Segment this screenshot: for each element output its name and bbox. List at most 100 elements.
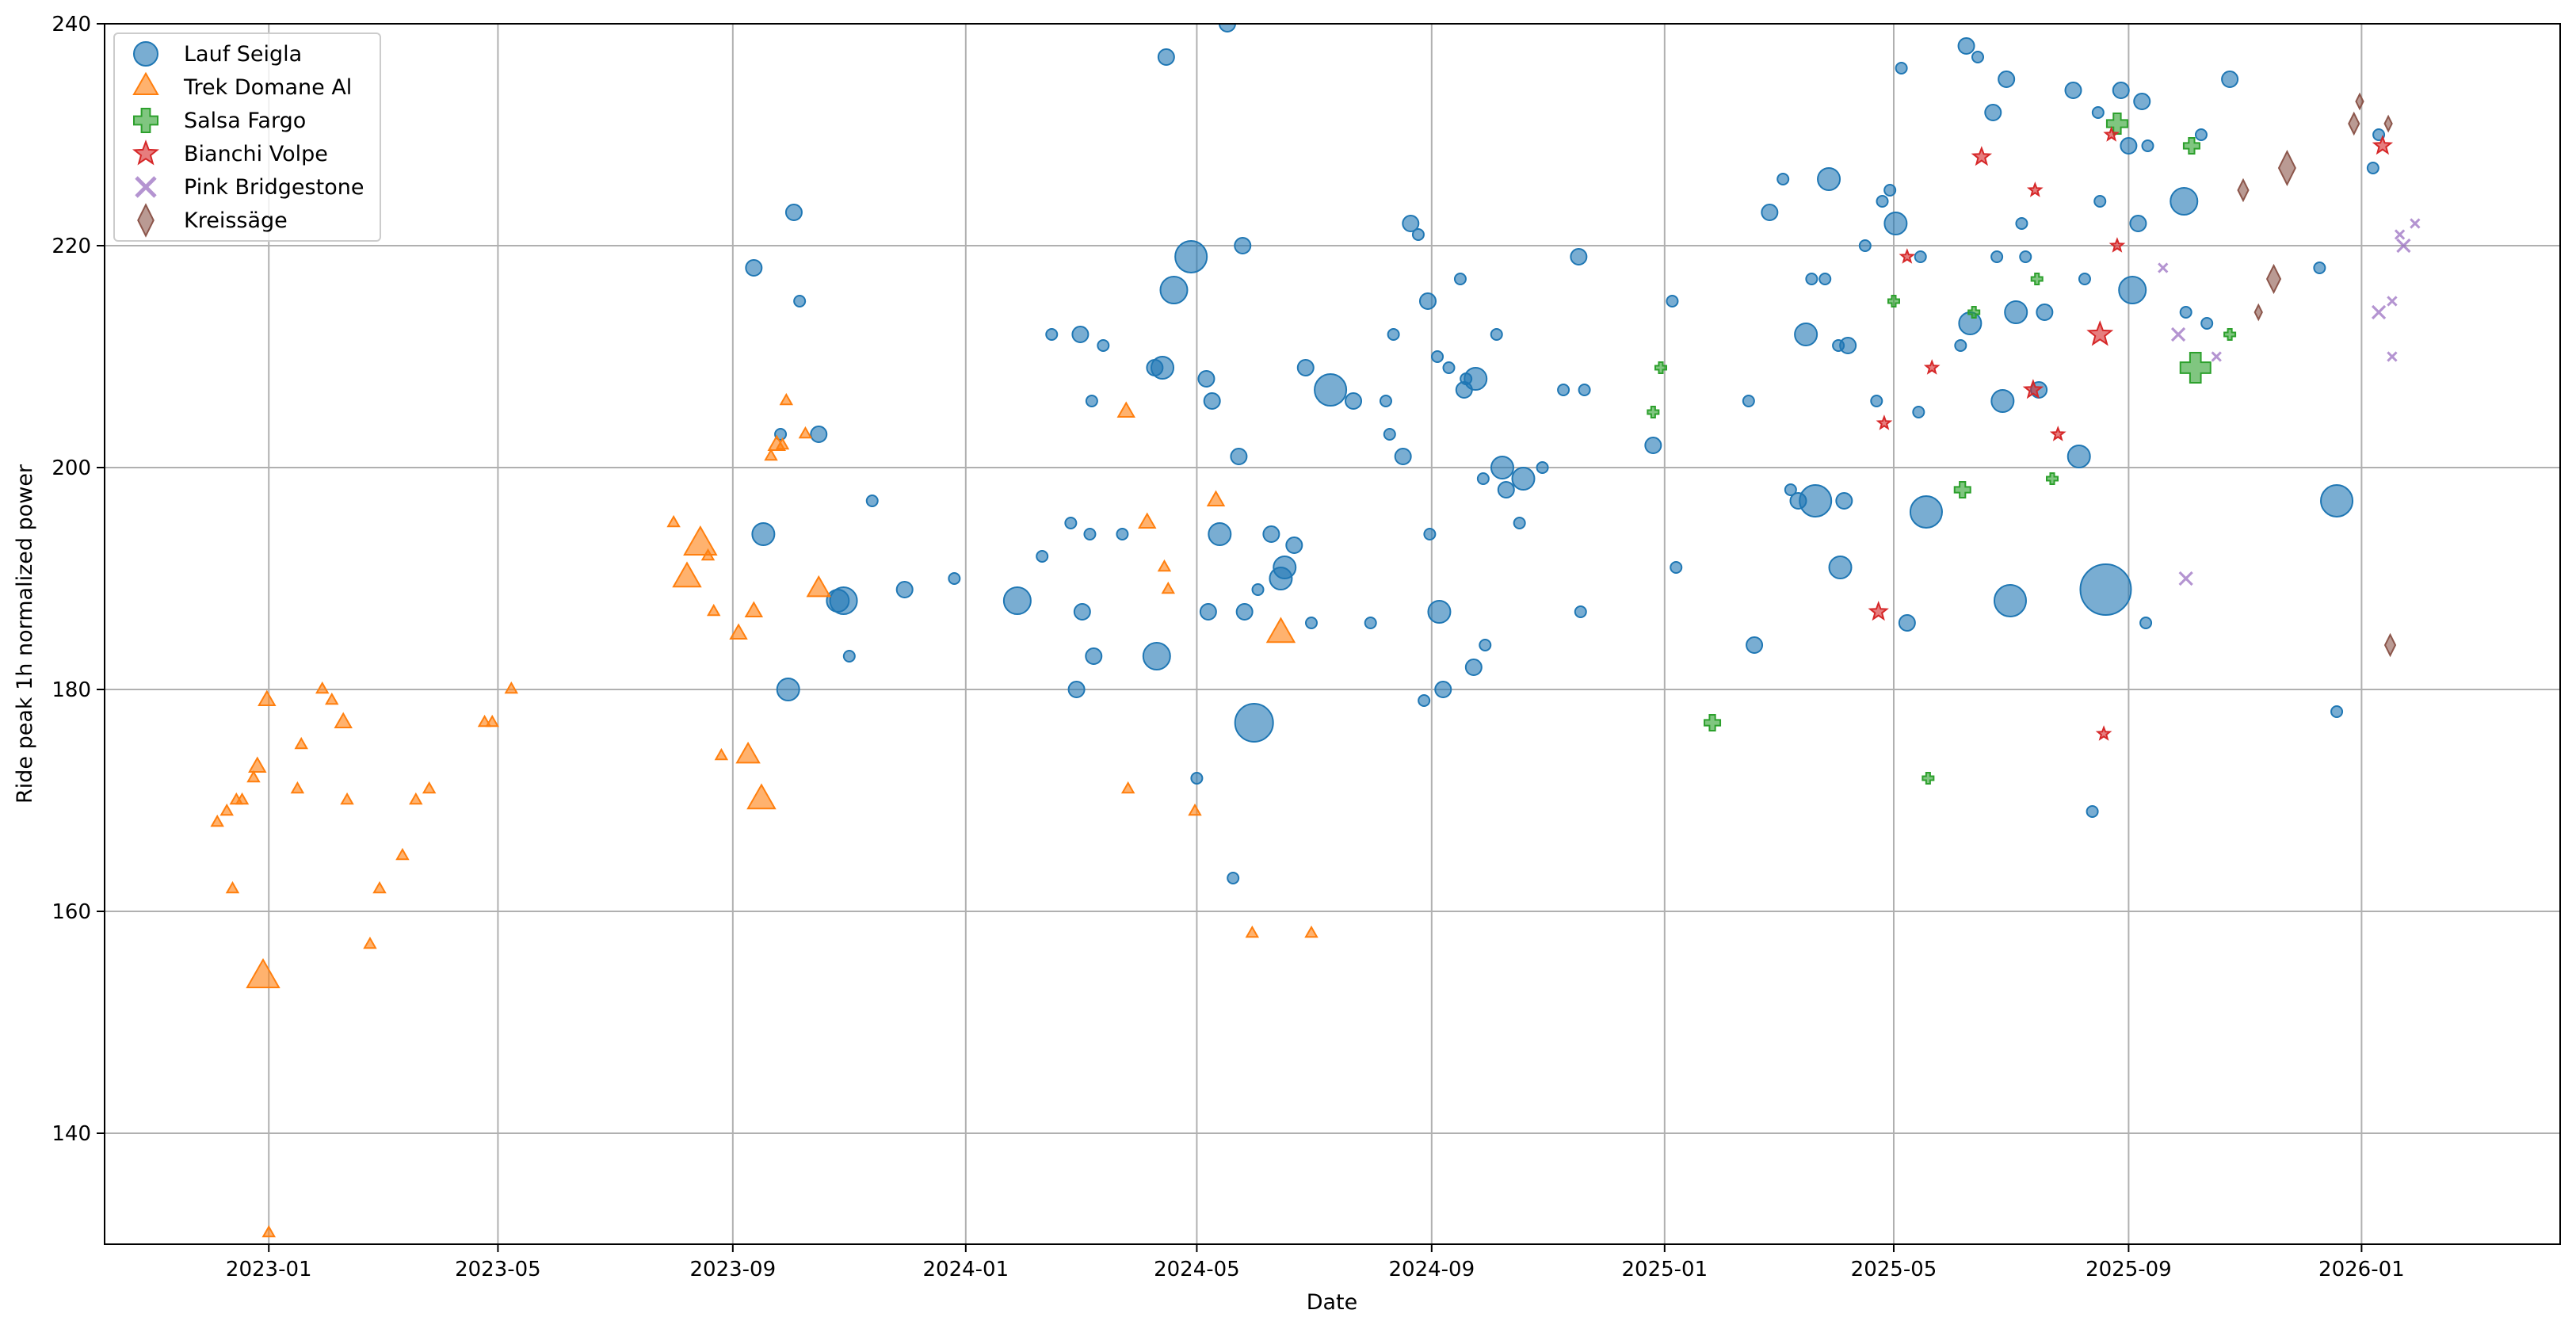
legend-box	[113, 32, 381, 242]
x-tick-label: 2024-01	[922, 1258, 1009, 1281]
data-point	[793, 295, 807, 307]
data-point	[1138, 512, 1157, 529]
data-point	[485, 714, 499, 728]
data-point	[1776, 173, 1790, 185]
data-point	[1895, 62, 1908, 74]
data-point	[1431, 350, 1444, 363]
data-point	[776, 678, 800, 701]
data-point	[246, 770, 261, 783]
data-point	[2371, 304, 2387, 320]
y-tick-label: 140	[52, 1122, 91, 1146]
data-point	[1742, 395, 1755, 407]
data-point	[258, 689, 277, 706]
data-point	[798, 426, 813, 439]
data-point	[325, 692, 339, 705]
data-point	[1799, 484, 1833, 517]
data-point	[2179, 352, 2212, 384]
data-point	[1203, 392, 1221, 410]
data-point	[672, 561, 702, 588]
data-point	[372, 880, 387, 894]
legend-marker	[132, 139, 159, 166]
data-point	[2221, 71, 2239, 88]
data-point	[1490, 328, 1503, 341]
data-point	[2265, 263, 2282, 295]
data-point	[751, 522, 776, 546]
data-point	[1818, 273, 1832, 285]
data-point	[1418, 694, 1431, 707]
x-tick-label: 2025-01	[1621, 1258, 1708, 1281]
data-point	[1497, 481, 1515, 498]
data-point	[1157, 48, 1175, 66]
data-point	[409, 792, 423, 805]
data-point	[210, 814, 224, 827]
data-point	[1199, 603, 1217, 621]
data-point	[1251, 583, 1265, 596]
data-point	[1071, 326, 1090, 343]
data-point	[1876, 414, 1893, 430]
data-point	[1909, 495, 1943, 529]
data-point	[1423, 528, 1437, 540]
data-point	[1394, 448, 1412, 465]
data-point	[1174, 240, 1208, 273]
series-pink-bridgestone	[2158, 218, 2421, 586]
data-point	[2045, 472, 2059, 485]
data-point	[1570, 248, 1588, 265]
x-tick-label: 2023-09	[690, 1258, 777, 1281]
data-point	[2133, 93, 2151, 110]
data-point	[1990, 389, 2015, 413]
data-point	[1364, 617, 1377, 629]
data-point	[2109, 237, 2126, 253]
data-point	[1218, 24, 1236, 32]
data-point	[1536, 461, 1549, 474]
data-point	[1142, 642, 1171, 670]
data-point	[1990, 250, 2004, 263]
legend-entry-label: Bianchi Volpe	[184, 142, 328, 166]
x-axis: 2023-01 2023-05 2023-09 2024-01 2024-05 2024-…	[226, 1244, 2405, 1281]
data-point	[2129, 215, 2147, 232]
data-point	[2139, 617, 2153, 629]
y-tick-label: 240	[52, 13, 91, 36]
data-point	[1120, 781, 1135, 794]
data-point	[2004, 300, 2028, 324]
data-point	[2372, 128, 2386, 141]
plot-frame	[104, 23, 2561, 1245]
data-point	[2330, 705, 2344, 718]
data-point	[1345, 392, 1363, 410]
data-point	[1887, 295, 1900, 307]
series-kreiss-ge	[2237, 92, 2397, 658]
data-point	[2120, 137, 2138, 155]
data-point	[1746, 636, 1764, 654]
data-point	[1490, 456, 1514, 479]
data-point	[1876, 195, 1889, 208]
data-point	[1002, 586, 1032, 615]
legend-entry-label: Lauf Seigla	[184, 42, 302, 67]
data-point	[1116, 528, 1129, 540]
data-point	[1157, 559, 1172, 572]
data-point	[2194, 128, 2208, 141]
data-point	[2366, 162, 2379, 174]
legend-marker	[132, 71, 159, 95]
data-point	[2170, 327, 2186, 342]
data-point	[1265, 617, 1296, 643]
data-point	[1479, 639, 1492, 651]
data-point	[1197, 370, 1215, 388]
data-point	[2320, 484, 2354, 517]
data-point	[315, 681, 330, 694]
data-point	[2022, 379, 2044, 399]
data-point	[744, 601, 764, 617]
data-point	[2079, 563, 2132, 616]
data-point	[2105, 113, 2128, 135]
data-point	[1984, 104, 2002, 121]
data-point	[248, 756, 267, 773]
data-point	[1883, 212, 1908, 235]
data-point	[1227, 872, 1240, 884]
data-point	[1511, 467, 1536, 491]
data-point	[810, 426, 828, 443]
data-point	[1899, 248, 1916, 264]
data-point	[2141, 139, 2154, 152]
data-point	[2095, 725, 2112, 741]
data-point	[1578, 384, 1591, 396]
data-point	[1230, 448, 1248, 465]
y-tick-label: 180	[52, 678, 91, 702]
